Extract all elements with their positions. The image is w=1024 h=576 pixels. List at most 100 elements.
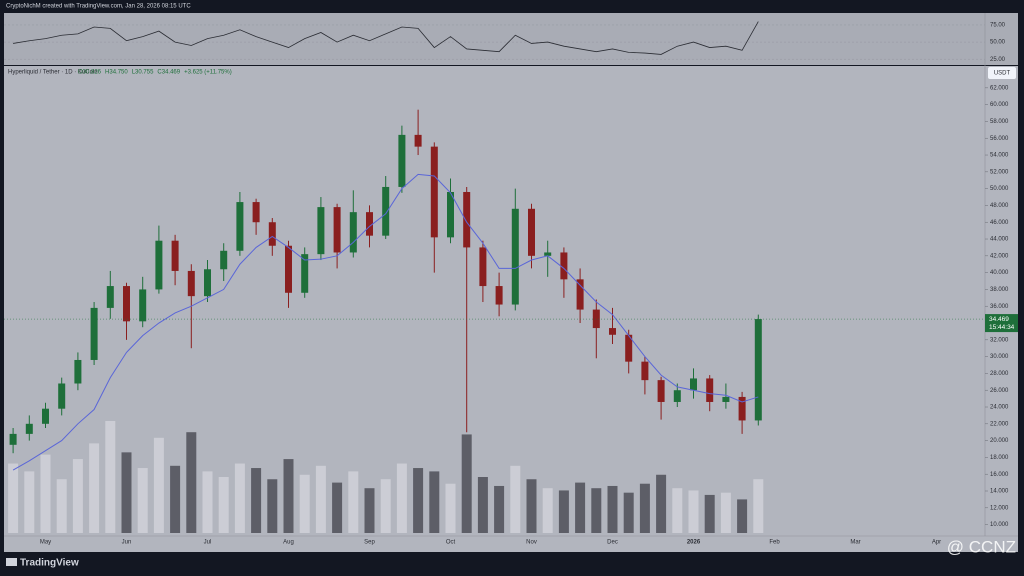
volume-bar (461, 434, 472, 533)
candle-body (398, 134, 406, 187)
volume-bar (40, 454, 51, 533)
y-tick-label: 10.000 (990, 522, 1009, 528)
candle-body (25, 423, 33, 434)
volume-bar (218, 477, 229, 533)
y-tick-label: 44.000 (990, 237, 1009, 243)
candle-body (9, 433, 17, 445)
candle-body (738, 396, 746, 421)
y-tick-label: 20.000 (990, 438, 1009, 444)
candle-body (58, 383, 66, 409)
y-tick-label: 18.000 (990, 455, 1009, 461)
ohlc-value: C34.469 (157, 70, 180, 76)
volume-bar (607, 485, 618, 533)
volume-bar (137, 468, 148, 533)
volume-bar (299, 474, 310, 533)
candle-body (171, 240, 179, 271)
candle-body (268, 222, 276, 246)
candle-body (252, 202, 260, 223)
x-tick-label: Oct (446, 540, 456, 546)
volume-bar (477, 477, 488, 533)
countdown: 15:44:34 (989, 324, 1015, 331)
volume-bar (413, 468, 424, 533)
volume-bar (494, 485, 505, 533)
candle-body (301, 254, 309, 293)
y-tick-label: 32.000 (990, 337, 1009, 343)
y-tick-label: 26.000 (990, 388, 1009, 394)
y-tick-label: 16.000 (990, 472, 1009, 478)
y-tick-label: 12.000 (990, 505, 1009, 511)
volume-bar (429, 471, 440, 533)
candle-body (42, 408, 49, 424)
volume-bar (396, 463, 407, 533)
x-tick-label: Dec (607, 540, 618, 546)
ohlc-value: L30.755 (132, 70, 154, 76)
logo-text: TradingView (20, 558, 79, 569)
candle-body (544, 252, 552, 256)
candle-body (317, 207, 325, 255)
candle-body (155, 240, 163, 290)
volume-bar (623, 492, 634, 533)
x-tick-label: Feb (769, 540, 780, 546)
volume-bar (526, 479, 537, 533)
volume-bar (267, 479, 278, 533)
y-tick-label: 48.000 (990, 203, 1009, 209)
candle-body (220, 250, 228, 270)
x-tick-label: Mar (850, 540, 860, 546)
candle-body (560, 252, 568, 280)
candle-body (690, 378, 697, 391)
volume-bar (121, 452, 132, 533)
y-tick-label: 60.000 (990, 102, 1009, 108)
candle-body (609, 328, 616, 335)
candle-body (754, 319, 762, 421)
candle-body (706, 378, 714, 402)
candle-body (285, 245, 292, 293)
candle-body (123, 286, 130, 322)
rsi-tick-label: 75.00 (990, 23, 1006, 29)
logo-mark (6, 558, 17, 566)
candle-body (90, 307, 98, 360)
volume-bar (672, 488, 683, 533)
volume-bar (380, 479, 391, 533)
candle-body (414, 134, 422, 147)
volume-bar (202, 471, 213, 533)
candle-body (657, 380, 665, 402)
candle-body (625, 334, 633, 362)
volume-bar (89, 443, 100, 533)
candle-body (187, 270, 195, 297)
symbol-title: Hyperliquid / Tether · 1D · KuCoin (8, 70, 98, 76)
y-tick-label: 62.000 (990, 85, 1009, 91)
volume-bar (704, 494, 715, 533)
watermark: @ CCNZ (947, 537, 1016, 556)
volume-bar (364, 488, 375, 533)
moving-average (12, 173, 759, 471)
y-tick-label: 52.000 (990, 169, 1009, 175)
credit: CryptoNichM created with TradingView.com… (6, 4, 191, 10)
y-tick-label: 42.000 (990, 253, 1009, 259)
volume-bar (639, 483, 650, 533)
volume-bar (105, 421, 116, 533)
x-tick-label: Aug (283, 540, 294, 546)
rsi-pane (4, 13, 1018, 65)
ohlc-value: H34.750 (105, 70, 128, 76)
volume-bar (720, 492, 731, 533)
candle-body (366, 212, 373, 236)
volume-bar (186, 432, 197, 533)
volume-bar (153, 437, 164, 533)
y-tick-label: 56.000 (990, 136, 1009, 142)
y-tick-label: 46.000 (990, 220, 1009, 226)
y-tick-label: 28.000 (990, 371, 1009, 377)
candle-body (641, 361, 649, 381)
candle-body (722, 396, 730, 402)
volume-bar (348, 471, 359, 533)
candle-body (511, 208, 519, 305)
candle-body (106, 286, 114, 308)
x-tick-label: Apr (932, 540, 941, 546)
volume-bar (72, 459, 83, 533)
volume-bar (283, 459, 294, 533)
y-tick-label: 14.000 (990, 489, 1009, 495)
rsi-tick-label: 50.00 (990, 40, 1006, 46)
candle-body (576, 279, 584, 310)
rsi-tick-label: 25.00 (990, 57, 1006, 63)
candle-body (495, 286, 503, 305)
